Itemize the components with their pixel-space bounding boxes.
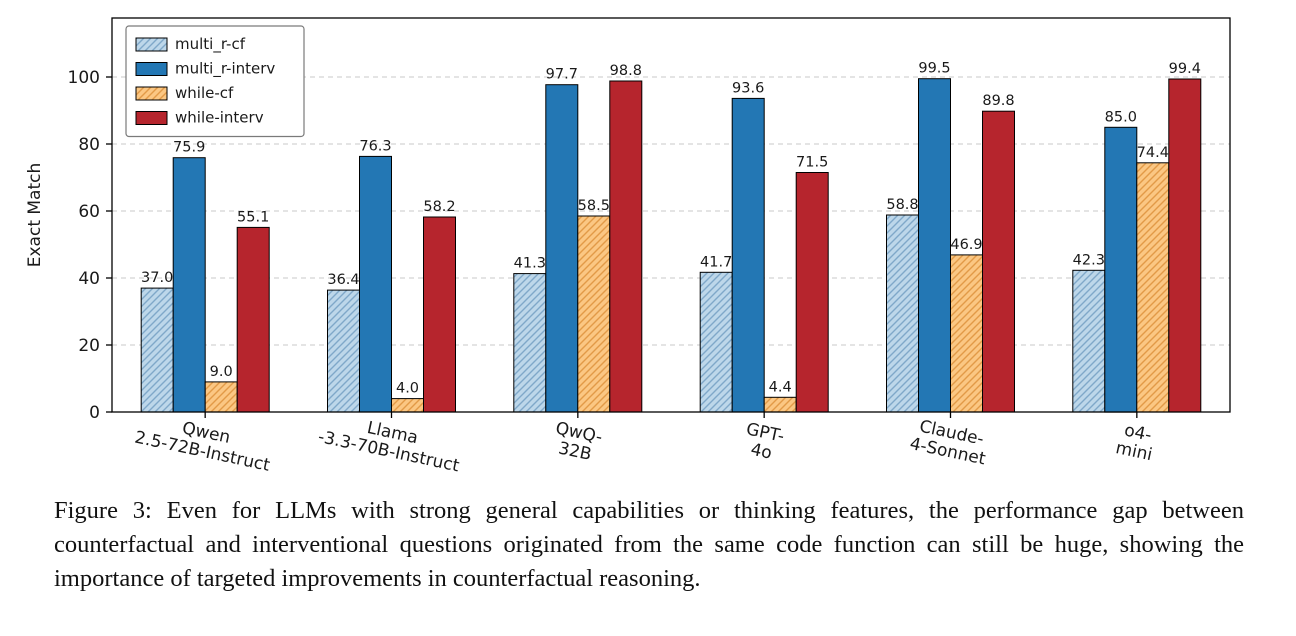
bar-value-label: 41.7	[700, 254, 732, 270]
x-axis: Qwen2.5-72B-Instruct Llama-3.3-70B-Instru…	[133, 408, 1158, 476]
bar-value-label: 74.4	[1137, 145, 1169, 161]
bar	[699, 271, 733, 413]
bar	[982, 110, 1015, 413]
bar-value-label: 9.0	[210, 364, 233, 380]
legend-label: multi_r-interv	[175, 60, 275, 79]
x-tick-label: Qwen2.5-72B-Instruct	[133, 409, 276, 476]
bar-value-label: 41.3	[514, 256, 546, 272]
plot-frame	[111, 17, 1231, 413]
x-tick-label: QwQ-32B	[550, 418, 604, 466]
legend: multi_r-cf multi_r-interv while-cf while-in…	[125, 25, 305, 138]
bar-value-label: 36.4	[327, 272, 359, 288]
bar	[577, 215, 611, 413]
bar	[609, 80, 643, 413]
bar	[918, 78, 951, 413]
bar-value-label: 85.0	[1105, 109, 1137, 125]
bar	[423, 216, 456, 413]
bar-value-label: 99.4	[1169, 61, 1201, 77]
y-tick-label: 60	[78, 202, 100, 222]
bar-value-label: 76.3	[359, 138, 391, 154]
bar	[1136, 162, 1170, 413]
bar-value-label: 37.0	[141, 270, 173, 286]
legend-swatch	[135, 62, 168, 76]
bar-value-label: 71.5	[796, 155, 828, 171]
bar	[731, 97, 765, 413]
bar	[140, 287, 174, 413]
legend-label: while-cf	[175, 84, 234, 102]
x-tick-label: o4-mini	[1114, 420, 1158, 466]
bars: 37.0 36.4 41.3 41.7 58.8 42.3 75.9 76.3 97.7 93.6…	[140, 61, 1202, 413]
y-tick-label: 40	[78, 269, 100, 289]
bar	[236, 226, 270, 413]
bar-chart: 37.0 36.4 41.3 41.7 58.8 42.3 75.9 76.3 97.7 93.6…	[25, 17, 1231, 476]
bar	[327, 289, 360, 413]
bar-value-label: 58.8	[886, 197, 918, 213]
legend-label: multi_r-cf	[175, 35, 246, 54]
x-tick-label: Claude-4-Sonnet	[908, 415, 992, 469]
y-tick-label: 20	[78, 336, 100, 356]
bar-value-label: 4.0	[396, 381, 419, 397]
legend-swatch	[135, 86, 168, 101]
bar	[795, 172, 829, 413]
chart-container: 37.0 36.4 41.3 41.7 58.8 42.3 75.9 76.3 97.7 93.6…	[25, 17, 1231, 476]
gridlines	[112, 76, 1230, 346]
y-tick-label: 80	[78, 135, 100, 155]
bar-value-label: 55.1	[237, 209, 269, 225]
bar	[763, 396, 797, 413]
bar-value-label: 58.5	[578, 198, 610, 214]
y-tick-label: 0	[89, 403, 100, 423]
bar	[359, 155, 392, 413]
bar-value-label: 4.4	[769, 379, 792, 395]
y-tick-label: 100	[68, 68, 100, 88]
bar-value-label: 89.8	[982, 93, 1014, 109]
y-axis: 0 20 40 60 80 100 Exact Match	[25, 68, 112, 423]
bar	[1072, 269, 1106, 413]
x-tick-label: Llama-3.3-70B-Instruct	[316, 408, 465, 476]
bar-value-label: 97.7	[546, 67, 578, 83]
bar-value-label: 99.5	[918, 61, 950, 77]
bar-value-label: 98.8	[610, 63, 642, 79]
bar-value-label: 42.3	[1073, 252, 1105, 268]
bar	[513, 273, 547, 413]
figure-caption: Figure 3: Even for LLMs with strong gene…	[54, 497, 1244, 592]
bar-value-label: 75.9	[173, 140, 205, 156]
bar	[1168, 78, 1202, 413]
bar-value-label: 93.6	[732, 80, 764, 96]
legend-swatch	[135, 37, 168, 52]
bar	[172, 157, 206, 413]
bar	[886, 214, 919, 413]
bar	[204, 381, 238, 413]
bar-value-label: 58.2	[423, 199, 455, 215]
legend-label: while-interv	[175, 109, 264, 127]
x-tick-label: GPT-4o	[740, 419, 786, 465]
bar	[950, 254, 983, 413]
bar	[1104, 126, 1138, 413]
bar-value-label: 46.9	[950, 237, 982, 253]
bar	[545, 84, 579, 413]
y-axis-title: Exact Match	[25, 163, 45, 268]
legend-swatch	[135, 111, 168, 125]
bar	[391, 398, 424, 413]
